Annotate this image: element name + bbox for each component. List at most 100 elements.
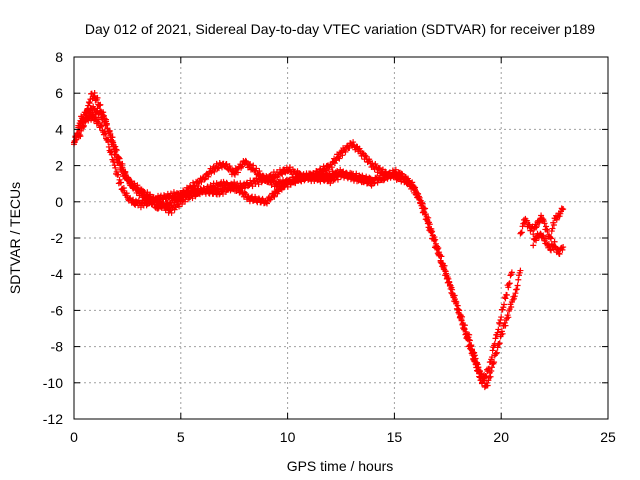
data-point bbox=[533, 223, 540, 230]
data-point bbox=[115, 171, 122, 178]
data-point bbox=[328, 164, 335, 171]
data-point bbox=[422, 211, 429, 218]
data-point bbox=[329, 172, 336, 179]
data-point bbox=[76, 131, 83, 138]
data-point bbox=[466, 337, 473, 344]
data-point bbox=[110, 143, 117, 150]
data-point bbox=[327, 180, 334, 187]
data-point bbox=[461, 326, 468, 333]
data-point bbox=[495, 326, 502, 333]
data-point bbox=[500, 304, 507, 311]
data-point bbox=[123, 190, 130, 197]
y-tick-label: 4 bbox=[55, 121, 63, 137]
data-point bbox=[496, 319, 503, 326]
data-point bbox=[451, 292, 458, 299]
data-point bbox=[466, 331, 473, 338]
data-point bbox=[505, 314, 512, 321]
data-point bbox=[305, 175, 312, 182]
data-point bbox=[106, 128, 113, 135]
y-tick-label: 8 bbox=[55, 49, 63, 65]
data-point bbox=[115, 155, 122, 162]
data-point bbox=[253, 165, 260, 172]
data-point bbox=[211, 168, 218, 175]
data-point bbox=[480, 377, 487, 384]
data-point bbox=[113, 152, 120, 159]
data-point bbox=[246, 161, 253, 168]
data-point bbox=[436, 249, 443, 256]
data-point bbox=[425, 214, 432, 221]
data-point bbox=[501, 301, 508, 308]
x-tick-label: 25 bbox=[600, 429, 616, 445]
data-point bbox=[346, 144, 353, 151]
data-point bbox=[134, 182, 141, 189]
data-point bbox=[389, 169, 396, 176]
data-point bbox=[344, 175, 351, 182]
series-track-c bbox=[75, 89, 483, 377]
data-point bbox=[459, 321, 466, 328]
data-point bbox=[506, 280, 513, 287]
data-point bbox=[486, 365, 493, 372]
data-point bbox=[435, 245, 442, 252]
data-point bbox=[426, 221, 433, 228]
data-point bbox=[454, 302, 461, 309]
data-point bbox=[359, 174, 366, 181]
data-point bbox=[271, 193, 278, 200]
data-point bbox=[467, 342, 474, 349]
data-point bbox=[322, 167, 329, 174]
data-point bbox=[419, 200, 426, 207]
data-point bbox=[147, 191, 154, 198]
y-tick-label: -10 bbox=[43, 375, 63, 391]
data-point bbox=[475, 367, 482, 374]
data-point bbox=[543, 235, 550, 242]
data-point bbox=[227, 187, 234, 194]
data-point bbox=[215, 165, 222, 172]
data-point bbox=[443, 270, 450, 277]
series-track-e bbox=[517, 205, 567, 242]
data-point bbox=[168, 209, 175, 216]
data-point bbox=[457, 312, 464, 319]
data-point bbox=[376, 164, 383, 171]
data-point bbox=[196, 190, 203, 197]
data-point bbox=[242, 157, 249, 164]
data-point bbox=[263, 200, 270, 207]
data-point bbox=[238, 185, 245, 192]
data-point bbox=[255, 181, 262, 188]
data-point bbox=[86, 100, 93, 107]
data-point bbox=[130, 196, 137, 203]
series-track-a bbox=[71, 111, 524, 391]
data-point bbox=[431, 234, 438, 241]
x-tick-label: 0 bbox=[70, 429, 78, 445]
data-point bbox=[535, 219, 542, 226]
y-axis-label: SDTVAR / TECUs bbox=[7, 182, 23, 294]
chart-title: Day 012 of 2021, Sidereal Day-to-day VTE… bbox=[85, 21, 595, 37]
data-point bbox=[256, 168, 263, 175]
y-tick-label: -12 bbox=[43, 411, 63, 427]
data-point bbox=[511, 295, 518, 302]
data-point bbox=[195, 182, 202, 189]
data-point bbox=[489, 347, 496, 354]
y-tick-label: 2 bbox=[55, 158, 63, 174]
data-point bbox=[511, 293, 518, 300]
data-point bbox=[556, 251, 563, 258]
data-point bbox=[247, 161, 254, 168]
data-point bbox=[120, 185, 127, 192]
data-point bbox=[356, 172, 363, 179]
x-tick-label: 5 bbox=[177, 429, 185, 445]
data-point bbox=[533, 237, 540, 244]
data-point bbox=[543, 226, 550, 233]
data-point bbox=[558, 205, 565, 212]
data-point bbox=[167, 190, 174, 197]
data-point bbox=[432, 236, 439, 243]
data-point bbox=[85, 99, 92, 106]
data-point bbox=[395, 171, 402, 178]
data-point bbox=[493, 349, 500, 356]
data-point bbox=[502, 322, 509, 329]
data-point bbox=[499, 330, 506, 337]
data-point bbox=[434, 246, 441, 253]
data-point bbox=[84, 106, 91, 113]
data-point bbox=[115, 159, 122, 166]
data-point bbox=[494, 329, 501, 336]
data-point bbox=[278, 170, 285, 177]
data-point bbox=[512, 290, 519, 297]
